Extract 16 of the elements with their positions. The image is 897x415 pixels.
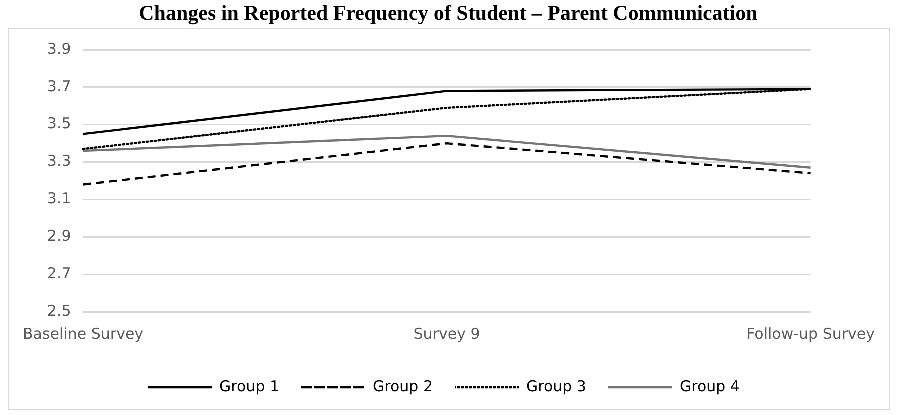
y-tick-label: 3.3	[47, 152, 72, 170]
x-tick-label: Follow-up Survey	[746, 324, 876, 343]
chart-title: Changes in Reported Frequency of Student – Parent Communication	[138, 0, 759, 26]
y-tick-label: 3.1	[47, 190, 72, 208]
y-tick-label: 3.5	[47, 114, 72, 133]
legend-label: Group 2	[373, 377, 434, 396]
x-tick-label: Survey 9	[414, 324, 480, 343]
legend-label: Group 4	[680, 377, 740, 396]
legend-label: Group 1	[220, 377, 280, 396]
y-tick-label: 2.5	[47, 302, 72, 320]
x-tick-label: Baseline Survey	[23, 324, 144, 343]
legend-label: Group 3	[526, 377, 586, 396]
y-tick-label: 3.7	[47, 77, 72, 96]
y-tick-label: 2.9	[47, 227, 72, 246]
y-tick-label: 2.7	[47, 264, 72, 282]
y-tick-label: 3.9	[47, 40, 72, 58]
